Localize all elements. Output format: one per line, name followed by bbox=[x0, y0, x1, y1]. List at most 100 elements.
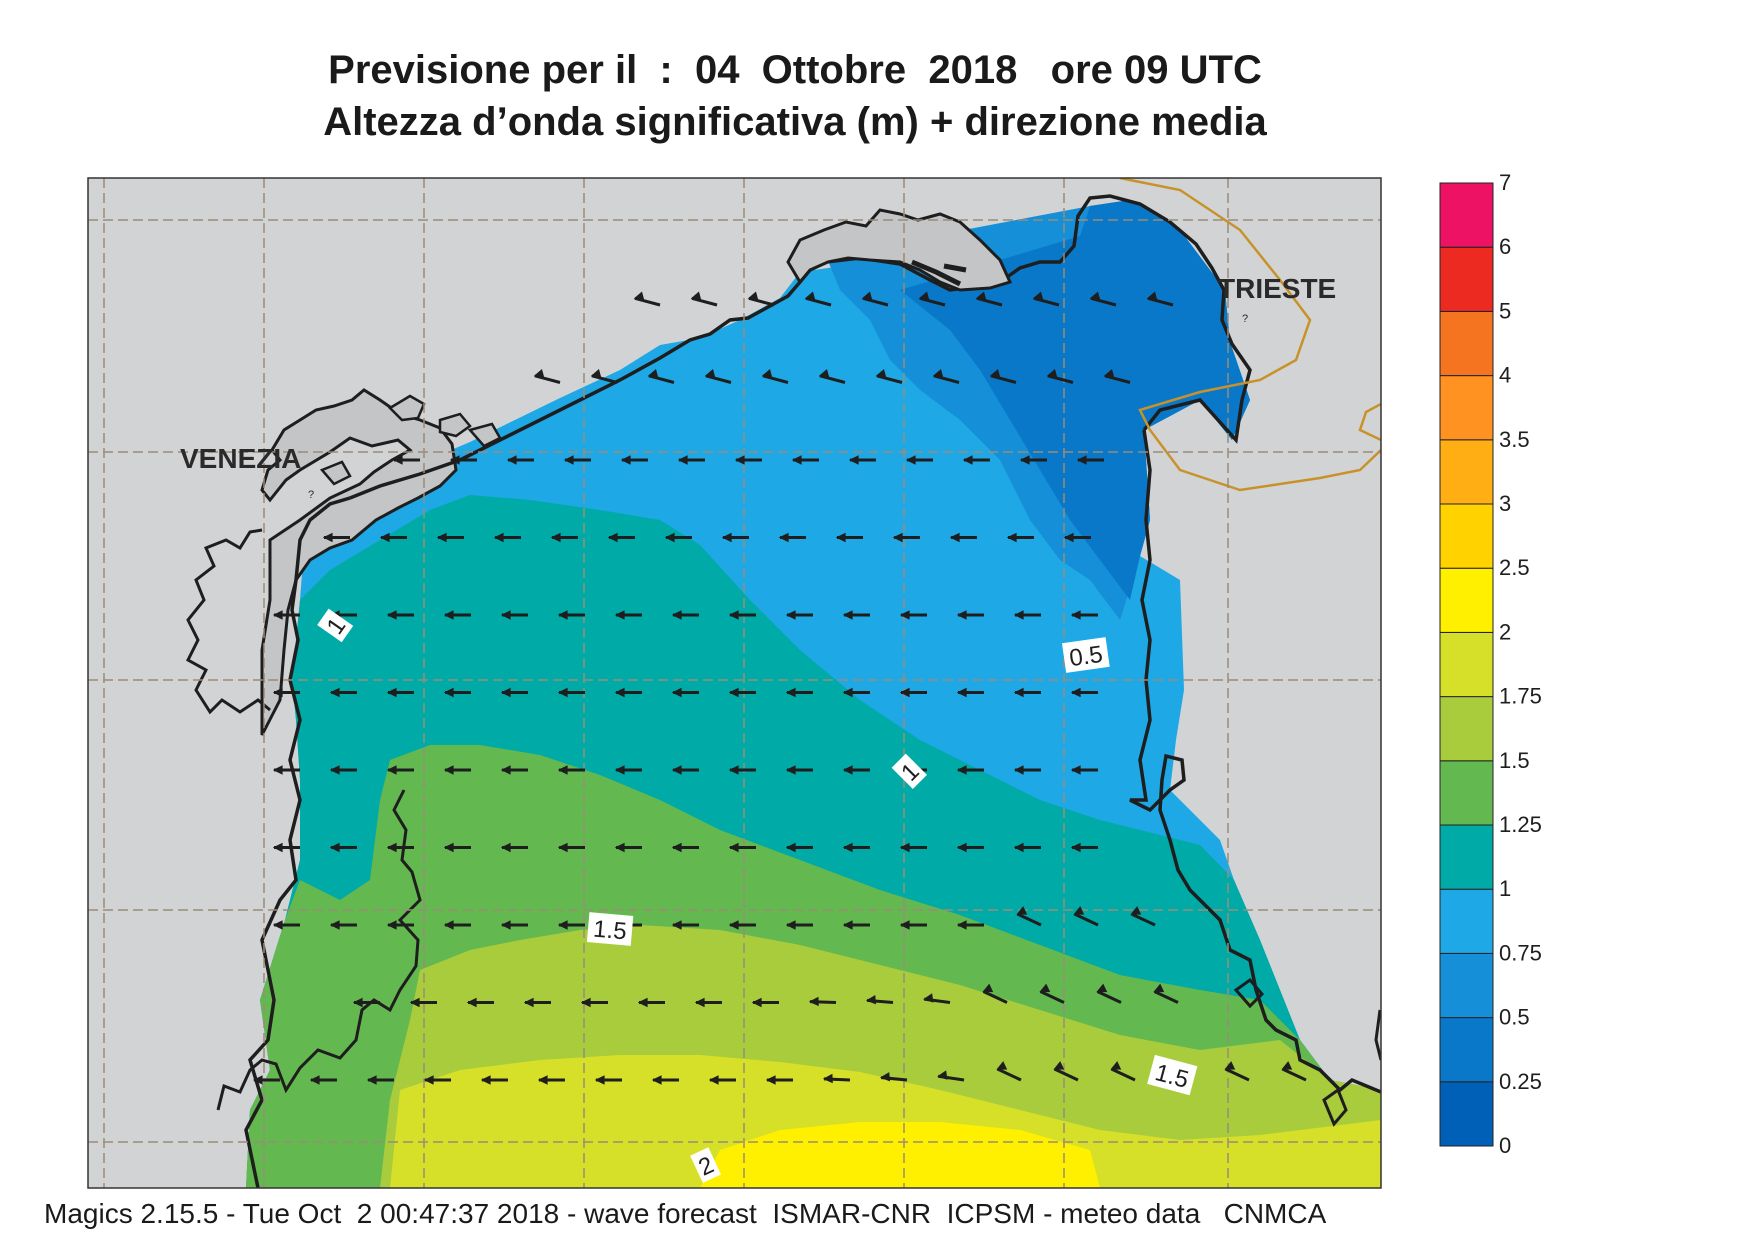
chart-title: Previsione per il : 04 Ottobre 2018 ore … bbox=[328, 48, 1262, 92]
contour-label-1-center: 1 bbox=[891, 753, 927, 789]
legend-box-0.25 bbox=[1439, 1017, 1494, 1083]
wave-arrow-head bbox=[835, 532, 846, 543]
wave-arrow-head bbox=[1110, 1061, 1122, 1070]
wave-arrow-head bbox=[329, 842, 340, 853]
contour-label-0.5: 0.5 bbox=[1061, 637, 1110, 673]
wave-arrow-head bbox=[785, 610, 796, 620]
legend-label-3: 3 bbox=[1499, 491, 1511, 516]
wave-arrow-head bbox=[761, 368, 773, 379]
wave-arrow-head bbox=[1013, 842, 1024, 853]
place-venezia-mark: ? bbox=[308, 489, 314, 501]
contour-labels: 0.5 1 1 1.5 1.5 2 bbox=[317, 608, 1198, 1183]
wave-arrow-head bbox=[1096, 983, 1108, 993]
wave-arrow-head bbox=[791, 455, 802, 465]
plot-frame bbox=[87, 177, 1382, 1189]
wave-arrow-head bbox=[366, 1075, 377, 1085]
wave-arrow-head bbox=[808, 996, 819, 1007]
wave-arrow-head bbox=[557, 842, 568, 853]
wave-arrow-head bbox=[1032, 291, 1044, 301]
wave-arrow-head bbox=[633, 291, 645, 301]
wave-arrow-head bbox=[523, 997, 534, 1008]
wave-arrow-head bbox=[480, 1075, 491, 1085]
wave-arrow-head bbox=[594, 1075, 605, 1085]
wave-arrow-head bbox=[956, 842, 967, 853]
wave-arrow-head bbox=[848, 455, 859, 465]
legend-label-2.5: 2.5 bbox=[1499, 555, 1530, 580]
legend-box-3 bbox=[1439, 439, 1494, 505]
legend-label-1.75: 1.75 bbox=[1499, 684, 1542, 709]
legend-label-0.25: 0.25 bbox=[1499, 1069, 1542, 1094]
wave-arrow-head bbox=[949, 532, 960, 543]
legend-boxes bbox=[1439, 182, 1494, 1147]
wave-arrow-head bbox=[466, 997, 477, 1008]
wave-arrow-head bbox=[956, 920, 967, 930]
wave-arrow-head bbox=[1070, 610, 1081, 620]
wave-arrow-head bbox=[690, 291, 702, 301]
wave-arrow-head bbox=[493, 532, 504, 543]
wave-arrow-head bbox=[785, 920, 796, 930]
wave-arrow-head bbox=[728, 765, 739, 775]
wave-arrow-head bbox=[1281, 1061, 1293, 1070]
contour-label-1.5-center: 1.5 bbox=[586, 912, 634, 946]
wave-arrow bbox=[1073, 912, 1099, 927]
wave-arrow-head bbox=[671, 765, 682, 775]
wave-arrow-head bbox=[1006, 532, 1017, 543]
wave-arrow-head bbox=[614, 687, 625, 698]
wave-arrow-head bbox=[386, 687, 397, 698]
wave-arrow-head bbox=[252, 1075, 263, 1085]
wave-arrow-head bbox=[728, 610, 739, 620]
wave-arrow bbox=[982, 990, 1008, 1004]
wave-arrow-head bbox=[704, 368, 716, 379]
wave-arrow-head bbox=[557, 920, 568, 930]
place-trieste: TRIESTE bbox=[1218, 273, 1336, 304]
legend-label-0.5: 0.5 bbox=[1499, 1005, 1530, 1030]
wave-arrow-head bbox=[804, 291, 816, 301]
wave-arrow-head bbox=[272, 610, 283, 620]
wave-arrow-head bbox=[379, 532, 390, 543]
wave-arrow-head bbox=[500, 920, 511, 930]
wave-arrow-head bbox=[899, 920, 910, 930]
sea-band-1.75 bbox=[390, 1055, 1381, 1188]
wave-arrow-head bbox=[352, 997, 363, 1008]
wave-arrow-head bbox=[956, 687, 967, 698]
wave-arrow-head bbox=[1013, 765, 1024, 775]
wave-arrow-head bbox=[1224, 1061, 1236, 1070]
wave-arrow-head bbox=[671, 842, 682, 853]
wave-arrow-head bbox=[386, 610, 397, 620]
wave-arrow-head bbox=[982, 983, 994, 993]
sea-band-2 bbox=[700, 1122, 1100, 1188]
wave-arrow-head bbox=[879, 1072, 891, 1082]
legend-box-2 bbox=[1439, 567, 1494, 633]
wave-arrow-head bbox=[272, 920, 283, 930]
wave-arrow-head bbox=[329, 687, 340, 698]
legend-box-1.75 bbox=[1439, 631, 1494, 698]
wave-arrow-head bbox=[272, 842, 283, 853]
wave-arrow bbox=[1281, 1067, 1307, 1082]
wave-arrow-head bbox=[1153, 983, 1165, 993]
border-line-2 bbox=[1358, 402, 1381, 442]
wave-arrow-head bbox=[651, 1075, 662, 1085]
wave-arrow-head bbox=[996, 1061, 1008, 1070]
wave-arrow-head bbox=[918, 291, 930, 301]
wave-arrow-head bbox=[671, 687, 682, 698]
wave-arrow-head bbox=[1130, 906, 1142, 915]
wave-arrow-head bbox=[937, 1070, 948, 1080]
wave-arrow-head bbox=[932, 368, 944, 379]
wave-arrow-head bbox=[747, 291, 759, 301]
wave-arrow-head bbox=[1016, 906, 1028, 915]
wave-arrow-head bbox=[614, 765, 625, 775]
wave-arrow-head bbox=[962, 455, 973, 465]
wave-arrow-head bbox=[607, 532, 618, 543]
wave-arrow-head bbox=[875, 368, 887, 379]
wave-arrow-head bbox=[694, 997, 705, 1008]
legend-box-1.5 bbox=[1439, 696, 1494, 762]
wave-arrow-head bbox=[899, 610, 910, 620]
wave-arrow bbox=[1096, 990, 1122, 1004]
wave-arrow-head bbox=[557, 765, 568, 775]
wave-arrow-head bbox=[443, 687, 454, 698]
legend-label-5: 5 bbox=[1499, 298, 1511, 323]
wave-arrow-head bbox=[842, 765, 853, 775]
wave-arrow-head bbox=[443, 842, 454, 853]
wave-arrow-head bbox=[322, 532, 333, 543]
wave-arrow-head bbox=[989, 368, 1001, 379]
